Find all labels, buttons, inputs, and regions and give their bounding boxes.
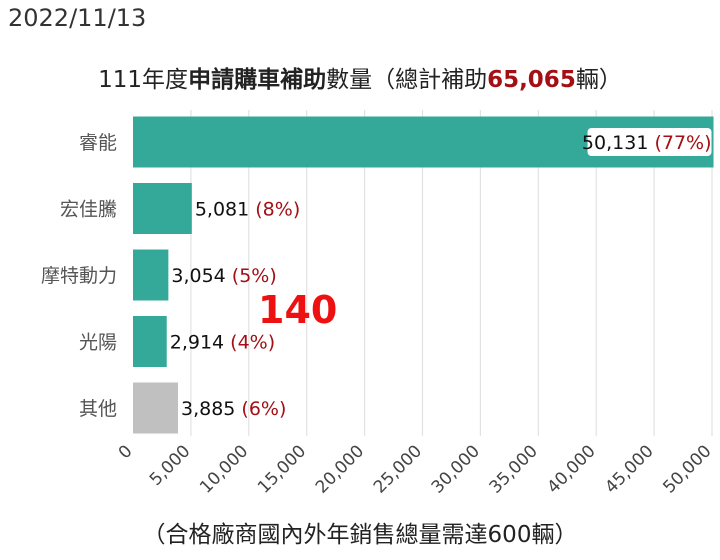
percent-label: (5%) <box>232 265 277 287</box>
category-label: 其他 <box>79 398 117 420</box>
x-tick-label: 45,000 <box>601 441 657 497</box>
title-part-1: 111年度 <box>98 67 189 93</box>
data-label: 3,885 (6%) <box>181 398 286 420</box>
value-label: 50,131 <box>582 132 655 154</box>
data-label: 3,054 (5%) <box>171 265 276 287</box>
value-label: 3,885 <box>181 398 241 420</box>
x-tick-label: 50,000 <box>659 441 715 497</box>
x-tick-label: 15,000 <box>254 441 310 497</box>
category-label: 摩特動力 <box>41 265 117 287</box>
chart-title: 111年度申請購車補助數量（總計補助65,065輛） <box>0 60 720 94</box>
x-tick-label: 20,000 <box>312 441 368 497</box>
title-total: 65,065 <box>487 67 576 93</box>
bar <box>133 316 167 367</box>
percent-label: (6%) <box>241 398 286 420</box>
data-label: 50,131 (77%) <box>582 132 712 154</box>
bar <box>133 382 178 434</box>
x-tick-label: 10,000 <box>196 441 252 497</box>
category-label: 宏佳騰 <box>60 199 117 221</box>
category-label: 光陽 <box>79 332 117 354</box>
bar <box>133 183 192 234</box>
title-part-2: 申請購車補助 <box>188 67 327 93</box>
x-tick-label: 25,000 <box>370 441 426 497</box>
bar <box>133 249 169 301</box>
value-label: 2,914 <box>170 332 230 354</box>
x-tick-label: 5,000 <box>146 441 195 490</box>
footnote: （合格廠商國內外年銷售總量需達600輛） <box>142 522 578 548</box>
value-label: 5,081 <box>195 199 255 221</box>
percent-label: (77%) <box>654 132 711 154</box>
overlay-number: 140 <box>258 288 338 332</box>
x-tick-label: 40,000 <box>544 441 600 497</box>
value-label-background <box>587 128 712 156</box>
percent-label: (8%) <box>255 199 300 221</box>
data-label: 2,914 (4%) <box>170 332 275 354</box>
category-label: 睿能 <box>79 132 117 154</box>
data-label: 5,081 (8%) <box>195 199 300 221</box>
x-tick-label: 35,000 <box>486 441 542 497</box>
value-label: 3,054 <box>171 265 231 287</box>
title-part-3: 數量（總計補助 <box>326 67 488 93</box>
date-label: 2022/11/13 <box>8 4 147 32</box>
x-tick-label: 0 <box>115 441 137 463</box>
title-part-4: 輛） <box>575 67 622 93</box>
x-tick-label: 30,000 <box>428 441 484 497</box>
percent-label: (4%) <box>230 332 275 354</box>
